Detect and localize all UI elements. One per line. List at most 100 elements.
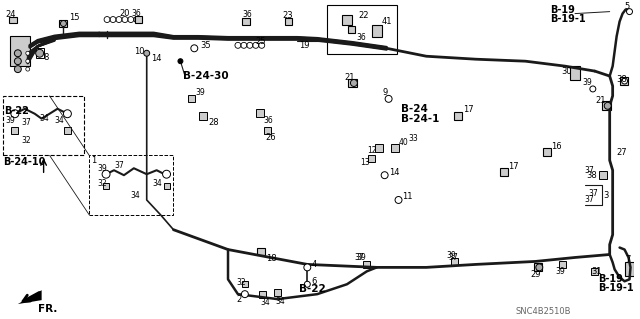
Bar: [60, 20, 67, 27]
Bar: [451, 258, 458, 265]
Circle shape: [11, 110, 19, 118]
Text: 11: 11: [403, 191, 413, 201]
Circle shape: [351, 79, 357, 86]
Bar: [103, 183, 109, 189]
Bar: [242, 281, 248, 287]
Text: 27: 27: [616, 148, 627, 157]
Bar: [454, 112, 462, 120]
Bar: [599, 171, 607, 179]
Bar: [368, 155, 375, 162]
Text: B-24: B-24: [401, 104, 428, 114]
Circle shape: [26, 51, 29, 55]
Bar: [64, 127, 71, 134]
Bar: [625, 263, 634, 276]
Text: 10: 10: [134, 47, 145, 56]
Text: 13: 13: [360, 158, 369, 167]
Text: 7: 7: [625, 255, 631, 264]
Text: B-19: B-19: [598, 274, 623, 284]
Text: 6: 6: [311, 277, 317, 286]
Text: 39: 39: [357, 253, 367, 262]
Text: 34: 34: [40, 114, 49, 123]
Bar: [342, 15, 352, 25]
Bar: [9, 17, 17, 23]
Text: 37: 37: [114, 161, 124, 170]
Text: 23: 23: [282, 11, 293, 20]
Circle shape: [241, 291, 248, 298]
Text: 28: 28: [208, 118, 219, 127]
Text: 22: 22: [359, 11, 369, 20]
Text: B-19-1: B-19-1: [550, 13, 586, 24]
Bar: [570, 66, 580, 80]
Text: 33: 33: [408, 134, 418, 143]
Circle shape: [60, 20, 67, 26]
Bar: [285, 18, 292, 25]
Text: 37: 37: [448, 253, 458, 262]
Text: 26: 26: [266, 133, 276, 142]
Text: 32: 32: [97, 179, 107, 188]
Circle shape: [14, 66, 21, 73]
Text: B-24-1: B-24-1: [401, 114, 440, 124]
Bar: [274, 289, 281, 296]
Bar: [591, 268, 598, 275]
Text: 41: 41: [381, 17, 392, 26]
Text: 40: 40: [399, 138, 408, 147]
Text: 5: 5: [625, 2, 630, 11]
Text: B-19: B-19: [550, 5, 575, 15]
Circle shape: [621, 78, 628, 84]
Circle shape: [604, 102, 611, 109]
Text: 9: 9: [383, 88, 388, 97]
Circle shape: [163, 170, 170, 178]
Circle shape: [627, 9, 632, 15]
Circle shape: [36, 49, 44, 57]
Bar: [559, 261, 566, 268]
Text: 3: 3: [604, 190, 609, 199]
Circle shape: [385, 95, 392, 102]
Text: 39: 39: [97, 164, 107, 173]
Text: 34: 34: [260, 298, 271, 307]
Bar: [257, 248, 265, 256]
Text: 8: 8: [44, 53, 49, 62]
Text: B-24-10: B-24-10: [3, 157, 45, 167]
Text: 21: 21: [596, 96, 606, 105]
Text: B-24-30: B-24-30: [184, 71, 229, 81]
Text: 34: 34: [54, 116, 64, 125]
Text: B-22: B-22: [4, 106, 29, 116]
Text: 36: 36: [357, 33, 367, 42]
Text: 32: 32: [236, 278, 246, 287]
Bar: [327, 5, 397, 54]
Circle shape: [14, 50, 21, 57]
Text: B-22: B-22: [300, 284, 326, 294]
Text: 31: 31: [591, 267, 602, 276]
Text: 36: 36: [243, 10, 253, 19]
Text: B-19-1: B-19-1: [598, 283, 634, 293]
Circle shape: [144, 50, 150, 56]
Bar: [256, 109, 264, 117]
Text: 17: 17: [509, 162, 519, 171]
Text: 39: 39: [195, 88, 205, 97]
Circle shape: [536, 264, 543, 271]
Text: 24: 24: [5, 10, 15, 19]
Circle shape: [381, 172, 388, 179]
Circle shape: [102, 170, 110, 178]
Text: 2: 2: [236, 295, 241, 304]
Circle shape: [304, 264, 311, 271]
Text: 37: 37: [585, 196, 595, 204]
Circle shape: [590, 86, 596, 92]
Bar: [199, 112, 207, 120]
Text: 39: 39: [555, 267, 565, 276]
Text: 35: 35: [200, 41, 211, 50]
Text: 29: 29: [531, 270, 541, 279]
Text: 15: 15: [69, 13, 80, 22]
Text: FR.: FR.: [38, 304, 57, 314]
Circle shape: [63, 110, 72, 118]
Text: 25: 25: [256, 37, 266, 46]
Bar: [372, 26, 381, 37]
Text: 32: 32: [22, 136, 31, 145]
Bar: [36, 48, 44, 58]
Bar: [348, 26, 355, 33]
Circle shape: [395, 197, 402, 204]
Text: 34: 34: [131, 190, 141, 199]
Text: 17: 17: [463, 105, 474, 114]
Circle shape: [26, 67, 29, 71]
Text: 21: 21: [344, 72, 355, 82]
